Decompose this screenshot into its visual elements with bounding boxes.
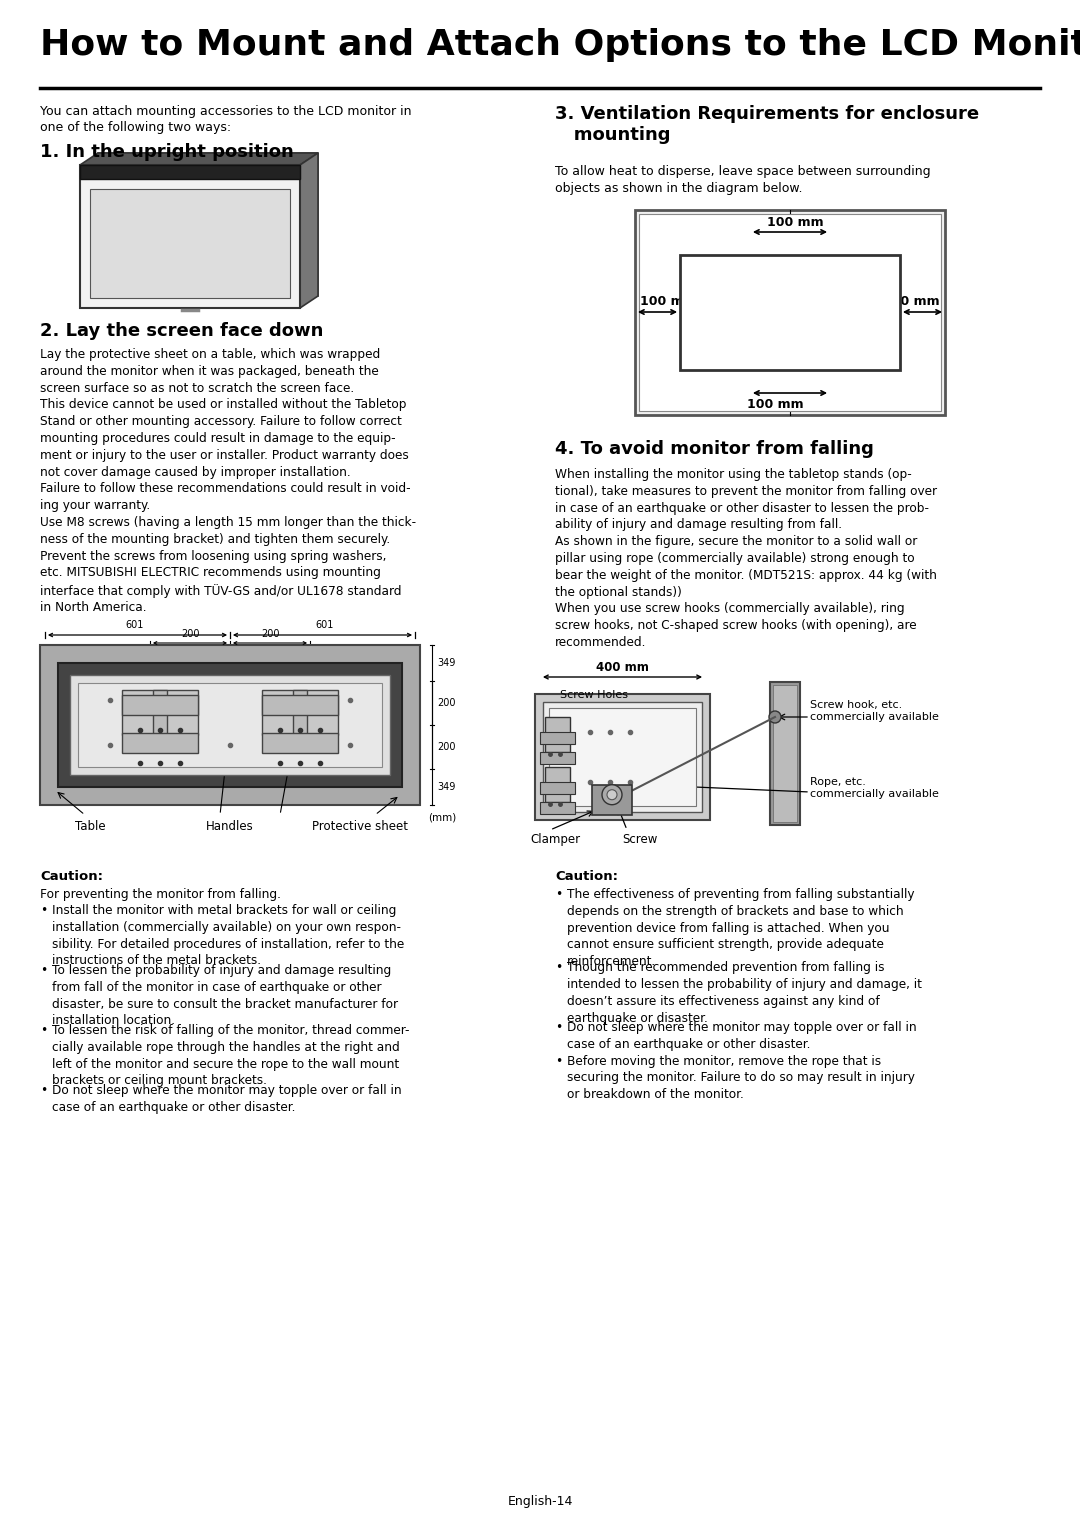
Polygon shape: [80, 153, 318, 165]
Text: Install the monitor with metal brackets for wall or ceiling
installation (commer: Install the monitor with metal brackets …: [52, 905, 404, 967]
Bar: [540, 732, 575, 744]
Bar: [545, 717, 570, 752]
Bar: [122, 733, 198, 753]
Text: Caution:: Caution:: [555, 869, 618, 883]
Circle shape: [607, 790, 617, 799]
Text: Screw hook, etc.
commercially available: Screw hook, etc. commercially available: [810, 700, 939, 721]
Text: Do not sleep where the monitor may topple over or fall in
case of an earthquake : Do not sleep where the monitor may toppl…: [52, 1083, 402, 1114]
Text: •: •: [555, 1054, 563, 1068]
Bar: [153, 691, 167, 750]
Text: Screw Holes: Screw Holes: [561, 691, 627, 700]
Text: (mm): (mm): [428, 813, 456, 824]
Bar: [78, 683, 382, 767]
Circle shape: [769, 711, 781, 723]
Bar: [70, 675, 390, 775]
Text: When installing the monitor using the tabletop stands (op-
tional), take measure: When installing the monitor using the ta…: [555, 468, 937, 649]
Text: 2. Lay the screen face down: 2. Lay the screen face down: [40, 322, 323, 341]
Bar: [540, 752, 575, 764]
Text: Table: Table: [75, 821, 106, 833]
Bar: [770, 681, 800, 825]
Text: 100 mm: 100 mm: [767, 215, 823, 229]
Text: 200: 200: [260, 630, 280, 639]
Text: •: •: [40, 905, 48, 917]
Text: 1. In the upright position: 1. In the upright position: [40, 144, 294, 160]
Text: •: •: [555, 888, 563, 902]
Text: How to Mount and Attach Options to the LCD Monitor: How to Mount and Attach Options to the L…: [40, 28, 1080, 63]
Text: 601: 601: [125, 620, 145, 630]
Bar: [122, 695, 198, 715]
Text: 100 mm: 100 mm: [883, 295, 940, 309]
Bar: [639, 214, 941, 411]
Text: 100 mm: 100 mm: [640, 295, 697, 309]
Text: 100 mm: 100 mm: [746, 397, 804, 411]
Text: •: •: [40, 964, 48, 976]
Text: •: •: [555, 1022, 563, 1034]
Text: The effectiveness of preventing from falling substantially
depends on the streng: The effectiveness of preventing from fal…: [567, 888, 915, 969]
Bar: [58, 663, 402, 787]
Text: 200: 200: [437, 743, 456, 752]
Text: Rope, etc.
commercially available: Rope, etc. commercially available: [810, 778, 939, 799]
Text: Clamper: Clamper: [530, 833, 580, 847]
Text: For preventing the monitor from falling.: For preventing the monitor from falling.: [40, 888, 281, 902]
Text: •: •: [555, 961, 563, 975]
Bar: [293, 691, 307, 750]
Text: Lay the protective sheet on a table, which was wrapped
around the monitor when i: Lay the protective sheet on a table, whi…: [40, 348, 416, 614]
Bar: [549, 707, 696, 805]
Text: English-14: English-14: [508, 1494, 572, 1508]
Bar: [635, 209, 945, 416]
Text: Though the recommended prevention from falling is
intended to lessen the probabi: Though the recommended prevention from f…: [567, 961, 922, 1025]
Bar: [540, 802, 575, 814]
Polygon shape: [80, 165, 300, 309]
Bar: [122, 691, 198, 735]
Bar: [40, 645, 420, 805]
Text: Handles: Handles: [206, 821, 254, 833]
Text: Before moving the monitor, remove the rope that is
securing the monitor. Failure: Before moving the monitor, remove the ro…: [567, 1054, 915, 1102]
Text: To allow heat to disperse, leave space between surrounding
objects as shown in t: To allow heat to disperse, leave space b…: [555, 165, 931, 196]
Text: 3. Ventilation Requirements for enclosure
   mounting: 3. Ventilation Requirements for enclosur…: [555, 105, 980, 144]
Bar: [543, 701, 702, 811]
Text: 200: 200: [437, 698, 456, 707]
Text: 400 mm: 400 mm: [595, 662, 648, 674]
Bar: [592, 785, 632, 814]
Text: Do not sleep where the monitor may topple over or fall in
case of an earthquake : Do not sleep where the monitor may toppl…: [567, 1022, 917, 1051]
Text: 4. To avoid monitor from falling: 4. To avoid monitor from falling: [555, 440, 874, 458]
Bar: [262, 695, 338, 715]
Bar: [773, 685, 797, 822]
Text: You can attach mounting accessories to the LCD monitor in
one of the following t: You can attach mounting accessories to t…: [40, 105, 411, 134]
Text: 349: 349: [437, 659, 456, 668]
Text: •: •: [40, 1083, 48, 1097]
Text: •: •: [40, 1024, 48, 1038]
Bar: [262, 733, 338, 753]
Polygon shape: [300, 153, 318, 309]
Polygon shape: [90, 189, 291, 298]
Bar: [262, 691, 338, 735]
Text: 601: 601: [315, 620, 334, 630]
Polygon shape: [80, 165, 300, 179]
Text: To lessen the probability of injury and damage resulting
from fall of the monito: To lessen the probability of injury and …: [52, 964, 399, 1027]
Bar: [535, 694, 710, 821]
Text: 349: 349: [437, 782, 456, 792]
Text: Protective sheet: Protective sheet: [312, 821, 408, 833]
Bar: [680, 255, 900, 370]
Circle shape: [602, 785, 622, 805]
Text: Caution:: Caution:: [40, 869, 103, 883]
Bar: [545, 767, 570, 802]
Text: Screw: Screw: [622, 833, 658, 847]
Bar: [540, 782, 575, 795]
Text: To lessen the risk of falling of the monitor, thread commer-
cially available ro: To lessen the risk of falling of the mon…: [52, 1024, 409, 1088]
Polygon shape: [98, 153, 318, 296]
Text: 200: 200: [180, 630, 199, 639]
